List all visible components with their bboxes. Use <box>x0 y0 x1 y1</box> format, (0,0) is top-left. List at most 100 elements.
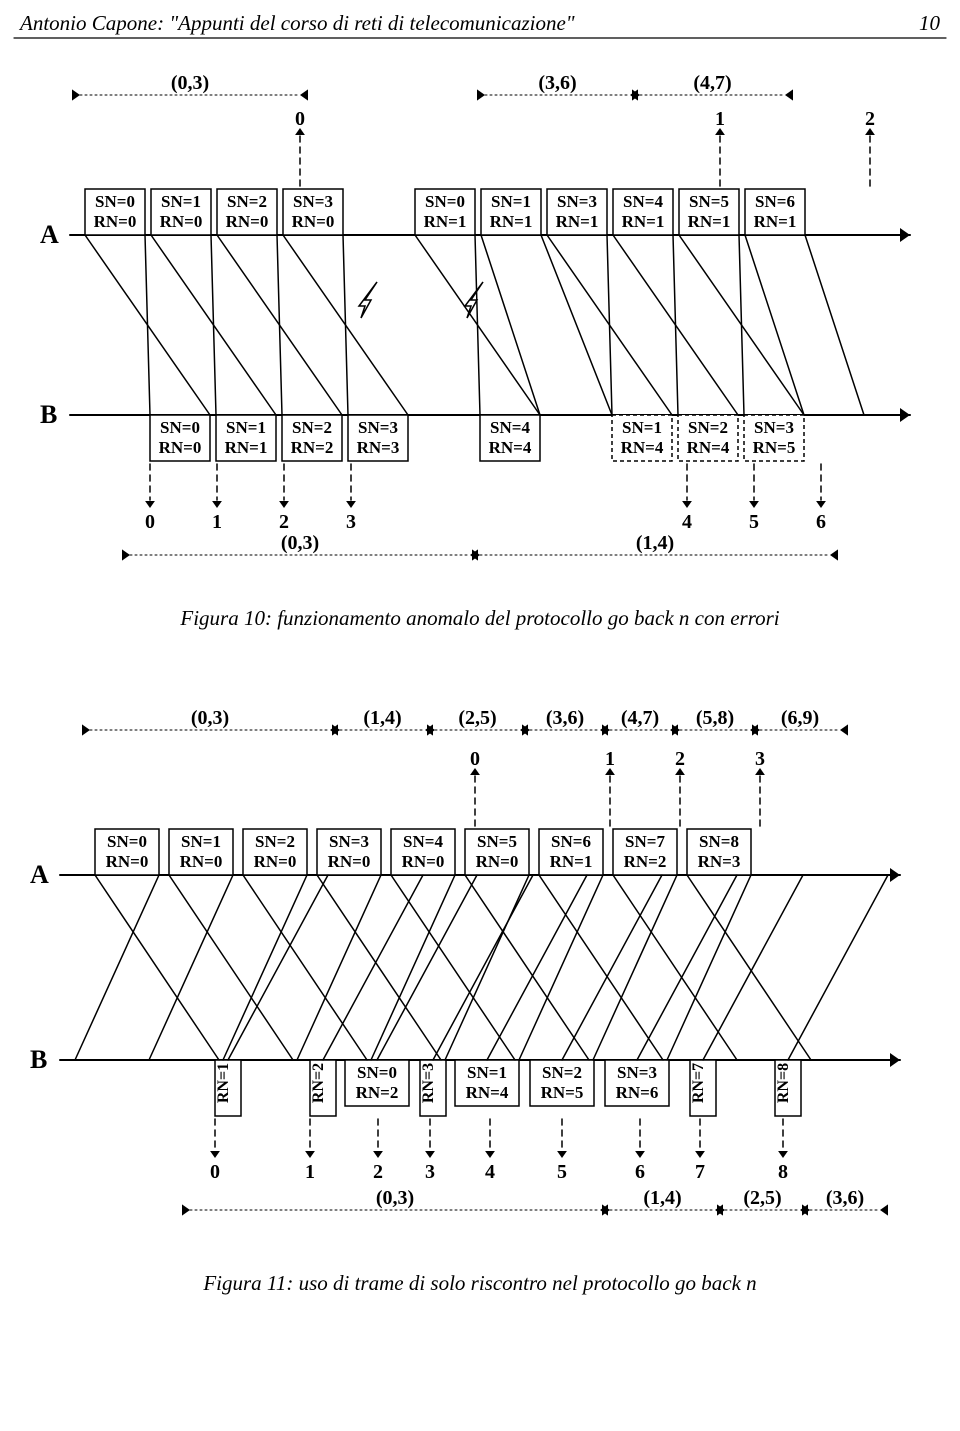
svg-text:RN=1: RN=1 <box>622 212 665 231</box>
svg-text:RN=1: RN=1 <box>424 212 467 231</box>
svg-text:4: 4 <box>485 1161 495 1183</box>
svg-text:SN=2: SN=2 <box>227 192 267 211</box>
svg-text:3: 3 <box>755 748 765 770</box>
svg-text:B: B <box>40 400 57 429</box>
svg-text:RN=1: RN=1 <box>550 852 593 871</box>
svg-text:SN=0: SN=0 <box>357 1063 397 1082</box>
svg-text:SN=1: SN=1 <box>226 418 266 437</box>
svg-text:(2,5): (2,5) <box>743 1187 781 1209</box>
svg-text:SN=3: SN=3 <box>358 418 398 437</box>
svg-text:(4,7): (4,7) <box>693 72 731 94</box>
svg-text:(1,4): (1,4) <box>363 707 401 729</box>
svg-text:A: A <box>30 860 49 889</box>
svg-text:RN=7: RN=7 <box>690 1063 707 1103</box>
svg-text:RN=1: RN=1 <box>688 212 731 231</box>
svg-text:SN=1: SN=1 <box>467 1063 507 1082</box>
svg-text:SN=0: SN=0 <box>95 192 135 211</box>
svg-text:B: B <box>30 1045 47 1074</box>
svg-text:RN=6: RN=6 <box>616 1083 659 1102</box>
svg-text:3: 3 <box>346 511 356 533</box>
svg-text:2: 2 <box>865 108 875 130</box>
svg-text:(0,3): (0,3) <box>281 532 319 554</box>
svg-text:SN=2: SN=2 <box>292 418 332 437</box>
svg-text:RN=5: RN=5 <box>753 438 796 457</box>
svg-text:RN=0: RN=0 <box>402 852 445 871</box>
svg-text:0: 0 <box>295 108 305 130</box>
svg-text:RN=0: RN=0 <box>106 852 149 871</box>
svg-text:SN=2: SN=2 <box>688 418 728 437</box>
svg-text:SN=3: SN=3 <box>329 832 369 851</box>
svg-text:RN=0: RN=0 <box>180 852 223 871</box>
svg-text:(3,6): (3,6) <box>538 72 576 94</box>
svg-text:0: 0 <box>470 748 480 770</box>
svg-text:Figura 11: uso di trame di sol: Figura 11: uso di trame di solo riscontr… <box>202 1271 756 1295</box>
svg-text:SN=7: SN=7 <box>625 832 665 851</box>
svg-text:(3,6): (3,6) <box>546 707 584 729</box>
svg-text:RN=3: RN=3 <box>420 1063 437 1103</box>
svg-text:2: 2 <box>279 511 289 533</box>
svg-text:RN=0: RN=0 <box>160 212 203 231</box>
svg-text:SN=0: SN=0 <box>160 418 200 437</box>
svg-text:SN=0: SN=0 <box>107 832 147 851</box>
svg-text:SN=5: SN=5 <box>689 192 729 211</box>
svg-text:RN=0: RN=0 <box>226 212 269 231</box>
svg-text:(1,4): (1,4) <box>636 532 674 554</box>
svg-text:RN=2: RN=2 <box>291 438 334 457</box>
svg-text:8: 8 <box>778 1161 788 1183</box>
svg-text:SN=1: SN=1 <box>622 418 662 437</box>
svg-text:RN=1: RN=1 <box>490 212 533 231</box>
svg-text:SN=1: SN=1 <box>161 192 201 211</box>
svg-text:6: 6 <box>635 1161 645 1183</box>
svg-text:RN=2: RN=2 <box>356 1083 399 1102</box>
svg-text:10: 10 <box>919 11 941 35</box>
svg-text:(4,7): (4,7) <box>621 707 659 729</box>
svg-text:7: 7 <box>695 1161 705 1183</box>
svg-text:1: 1 <box>605 748 615 770</box>
svg-text:RN=1: RN=1 <box>215 1063 232 1103</box>
svg-text:RN=0: RN=0 <box>476 852 519 871</box>
svg-text:RN=8: RN=8 <box>775 1063 792 1103</box>
svg-text:6: 6 <box>816 511 826 533</box>
svg-text:SN=4: SN=4 <box>403 832 443 851</box>
svg-text:RN=0: RN=0 <box>254 852 297 871</box>
svg-text:RN=1: RN=1 <box>225 438 268 457</box>
svg-text:SN=3: SN=3 <box>754 418 794 437</box>
svg-text:SN=2: SN=2 <box>542 1063 582 1082</box>
svg-text:SN=5: SN=5 <box>477 832 517 851</box>
svg-text:RN=5: RN=5 <box>541 1083 584 1102</box>
svg-text:RN=4: RN=4 <box>621 438 664 457</box>
svg-text:1: 1 <box>305 1161 315 1183</box>
svg-text:SN=1: SN=1 <box>491 192 531 211</box>
svg-text:RN=2: RN=2 <box>310 1063 327 1103</box>
svg-text:RN=0: RN=0 <box>328 852 371 871</box>
svg-text:RN=3: RN=3 <box>698 852 741 871</box>
svg-text:(0,3): (0,3) <box>376 1187 414 1209</box>
svg-text:RN=0: RN=0 <box>292 212 335 231</box>
svg-text:RN=1: RN=1 <box>754 212 797 231</box>
svg-text:SN=0: SN=0 <box>425 192 465 211</box>
svg-text:SN=3: SN=3 <box>293 192 333 211</box>
svg-text:(0,3): (0,3) <box>191 707 229 729</box>
svg-text:(0,3): (0,3) <box>171 72 209 94</box>
svg-text:SN=4: SN=4 <box>490 418 530 437</box>
svg-text:SN=6: SN=6 <box>755 192 795 211</box>
svg-text:RN=1: RN=1 <box>556 212 599 231</box>
svg-text:SN=3: SN=3 <box>557 192 597 211</box>
svg-text:SN=6: SN=6 <box>551 832 591 851</box>
svg-text:SN=8: SN=8 <box>699 832 739 851</box>
svg-text:(6,9): (6,9) <box>781 707 819 729</box>
svg-text:(5,8): (5,8) <box>696 707 734 729</box>
svg-text:0: 0 <box>210 1161 220 1183</box>
svg-text:0: 0 <box>145 511 155 533</box>
svg-text:(1,4): (1,4) <box>643 1187 681 1209</box>
svg-text:RN=2: RN=2 <box>624 852 667 871</box>
diagram-canvas: Antonio Capone: "Appunti del corso di re… <box>0 0 960 1431</box>
svg-text:SN=3: SN=3 <box>617 1063 657 1082</box>
svg-text:RN=4: RN=4 <box>489 438 532 457</box>
svg-text:SN=4: SN=4 <box>623 192 663 211</box>
svg-text:2: 2 <box>675 748 685 770</box>
svg-text:(3,6): (3,6) <box>826 1187 864 1209</box>
svg-text:SN=2: SN=2 <box>255 832 295 851</box>
svg-text:5: 5 <box>557 1161 567 1183</box>
svg-text:1: 1 <box>212 511 222 533</box>
